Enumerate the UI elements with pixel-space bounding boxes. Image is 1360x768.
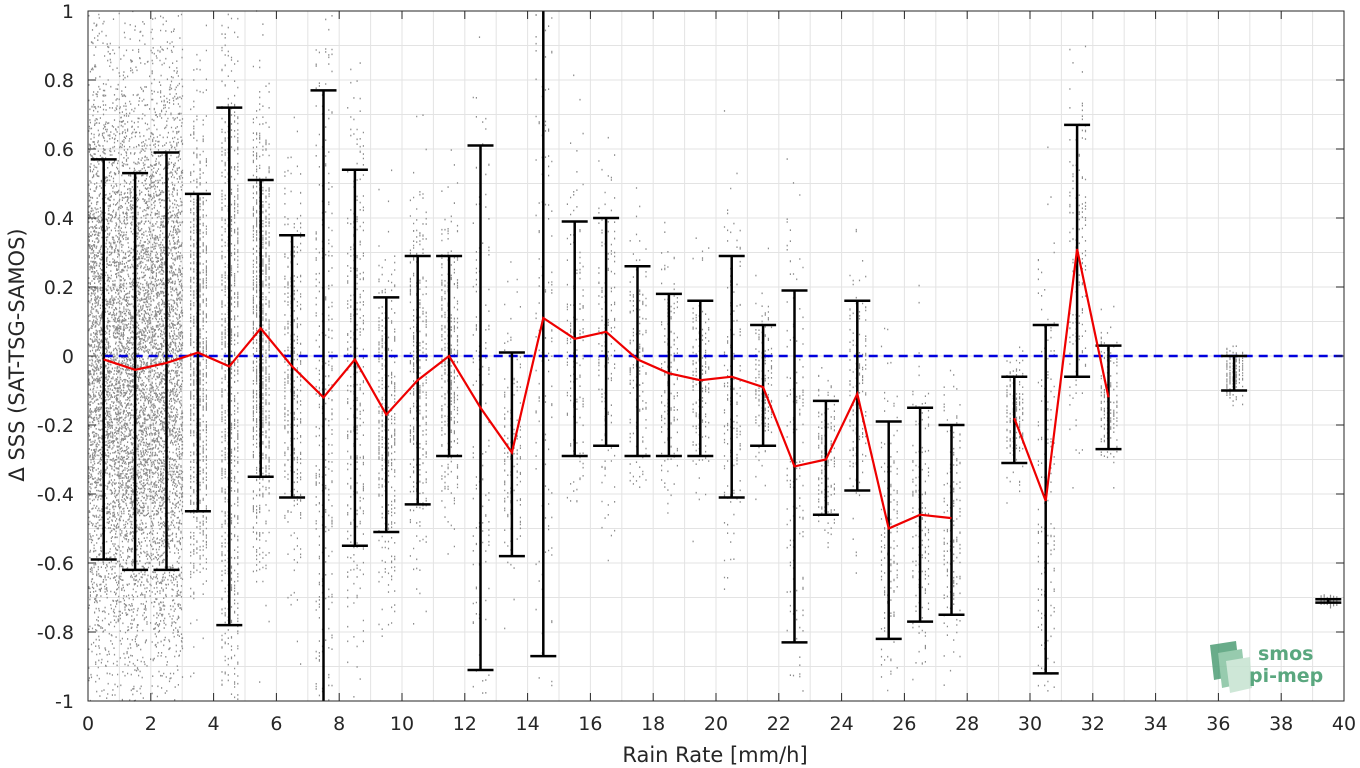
x-tick-label: 2 bbox=[145, 713, 157, 735]
x-tick-label: 12 bbox=[453, 713, 477, 735]
error-bar bbox=[1221, 354, 1248, 392]
x-tick-label: 4 bbox=[208, 713, 220, 735]
x-tick-label: 20 bbox=[704, 713, 728, 735]
y-tick-label: 0.8 bbox=[44, 70, 74, 92]
x-tick-labels: 0 2 4 6 8 10 12 14 16 18 20 22 24 26 28 30 32 34 36 38 40 bbox=[82, 713, 1356, 735]
x-tick-label: 28 bbox=[955, 713, 979, 735]
x-tick-label: 26 bbox=[892, 713, 916, 735]
y-tick-label: -0.6 bbox=[37, 553, 74, 575]
y-tick-label: -0.4 bbox=[37, 484, 74, 506]
x-tick-label: 0 bbox=[82, 713, 94, 735]
x-tick-label: 38 bbox=[1269, 713, 1293, 735]
x-tick-label: 16 bbox=[578, 713, 602, 735]
error-bar bbox=[687, 299, 714, 458]
ticks bbox=[87, 10, 1345, 702]
x-tick-label: 30 bbox=[1018, 713, 1042, 735]
y-axis-label: Δ SSS (SAT-TSG-SAMOS) bbox=[5, 228, 29, 481]
x-tick-label: 8 bbox=[333, 713, 345, 735]
error-bar bbox=[530, 11, 557, 658]
y-tick-label: -0.8 bbox=[37, 622, 74, 644]
error-bar bbox=[122, 171, 149, 572]
error-bar bbox=[875, 420, 902, 641]
x-tick-label: 24 bbox=[830, 713, 854, 735]
error-bar bbox=[655, 292, 682, 458]
logo-line2: pi-mep bbox=[1249, 665, 1323, 687]
x-tick-label: 6 bbox=[270, 713, 282, 735]
error-bar bbox=[750, 323, 777, 447]
x-tick-label: 34 bbox=[1144, 713, 1168, 735]
x-tick-label: 36 bbox=[1206, 713, 1230, 735]
y-tick-label: -0.2 bbox=[37, 415, 74, 437]
y-tick-label: 0.4 bbox=[44, 208, 74, 230]
grid bbox=[88, 11, 1344, 701]
error-bar bbox=[624, 265, 651, 458]
mean-line bbox=[103, 248, 1110, 531]
y-tick-label: 0.2 bbox=[44, 277, 74, 299]
y-tick-labels: -1 -0.8 -0.6 -0.4 -0.2 0 0.2 0.4 0.6 0.8 1 bbox=[37, 1, 74, 713]
error-bar bbox=[153, 151, 180, 572]
error-bar bbox=[938, 423, 965, 616]
y-tick-label: 1 bbox=[62, 1, 74, 23]
x-tick-label: 22 bbox=[767, 713, 791, 735]
y-tick-label: 0 bbox=[62, 346, 74, 368]
mean-line-segment bbox=[1013, 248, 1110, 502]
mean-line-segment bbox=[103, 316, 952, 531]
x-tick-label: 18 bbox=[641, 713, 665, 735]
x-tick-label: 40 bbox=[1332, 713, 1356, 735]
error-bar bbox=[1315, 597, 1342, 604]
x-axis-label: Rain Rate [mm/h] bbox=[622, 743, 807, 767]
logo-line1: smos bbox=[1258, 643, 1313, 665]
y-tick-label: -1 bbox=[55, 691, 74, 713]
x-tick-label: 32 bbox=[1081, 713, 1105, 735]
x-tick-label: 14 bbox=[516, 713, 540, 735]
smos-logo-icon bbox=[1210, 641, 1252, 693]
smos-logo: smos pi-mep bbox=[1210, 641, 1323, 693]
y-tick-label: 0.6 bbox=[44, 139, 74, 161]
x-tick-label: 10 bbox=[390, 713, 414, 735]
